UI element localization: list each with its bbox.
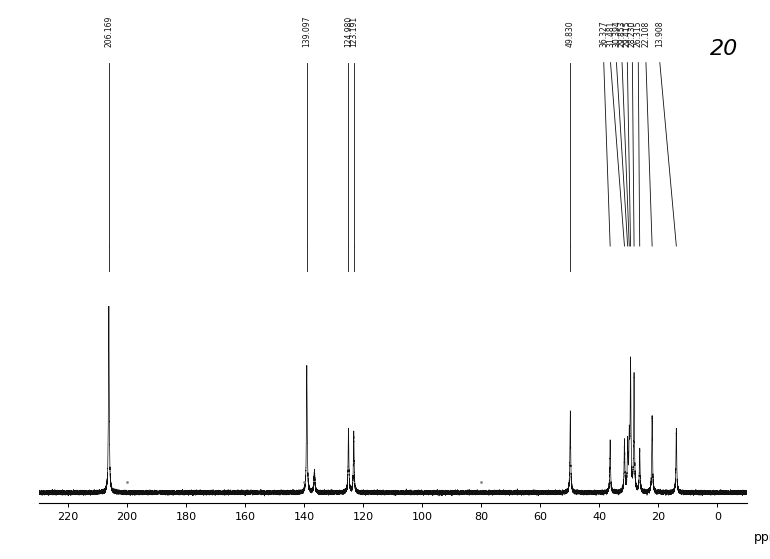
Text: 36.327: 36.327 (599, 21, 608, 48)
Text: 123.191: 123.191 (350, 16, 358, 48)
Text: 29.853: 29.853 (618, 21, 627, 48)
Text: 139.097: 139.097 (303, 16, 311, 48)
Text: 124.980: 124.980 (344, 16, 353, 48)
Text: 206.169: 206.169 (105, 16, 113, 48)
Text: 28.230: 28.230 (628, 21, 637, 48)
Text: 20: 20 (710, 39, 738, 59)
Text: 29.415: 29.415 (623, 21, 632, 48)
Text: ppm: ppm (754, 531, 770, 544)
Text: 49.830: 49.830 (566, 21, 574, 48)
Text: 22.108: 22.108 (641, 21, 651, 48)
Text: 30.394: 30.394 (612, 21, 621, 48)
Text: 31.481: 31.481 (606, 21, 615, 48)
Text: 26.315: 26.315 (634, 21, 643, 48)
Text: 13.908: 13.908 (655, 21, 665, 48)
